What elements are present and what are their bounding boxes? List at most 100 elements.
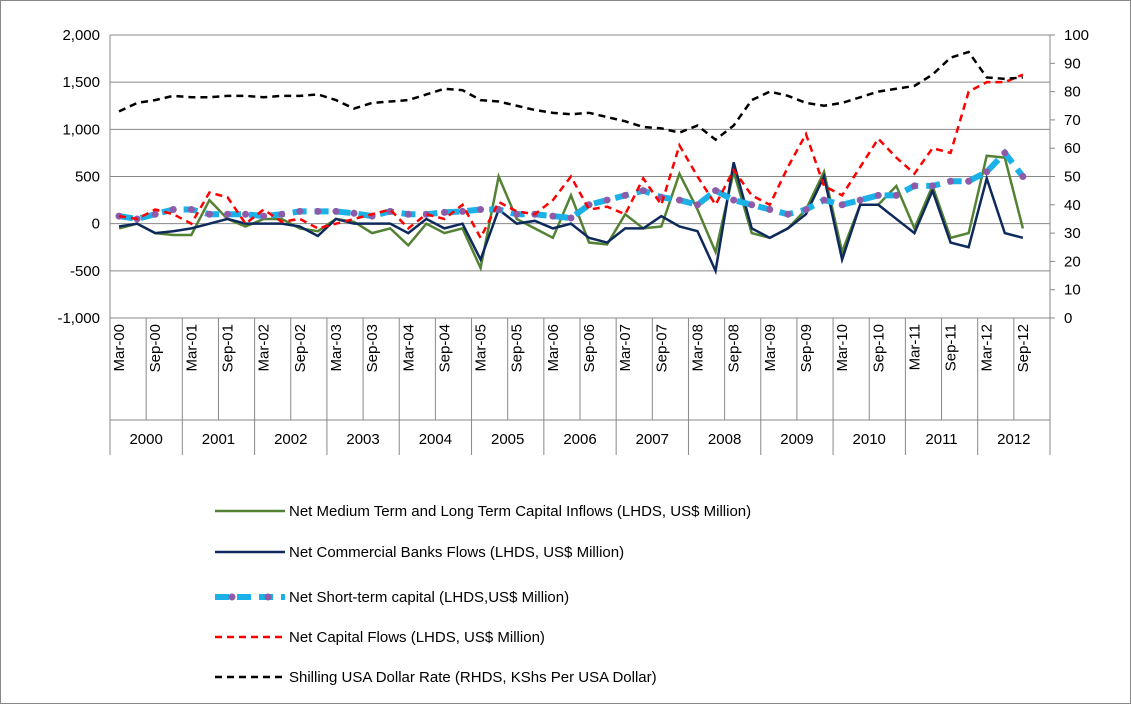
x-tick-label: Mar-03	[328, 324, 345, 372]
series-marker	[386, 207, 394, 215]
legend-label: Net Capital Flows (LHDS, US$ Million)	[289, 629, 545, 646]
y2-tick-label: 100	[1064, 27, 1089, 44]
series-marker	[947, 177, 955, 185]
series-marker	[260, 212, 268, 220]
x-tick-label: Mar-00	[111, 324, 128, 372]
series-marker	[603, 196, 611, 204]
x-tick-label: Sep-02	[292, 324, 309, 372]
x-tick-label: Mar-09	[762, 324, 779, 372]
series-marker	[459, 207, 466, 215]
series-marker	[712, 187, 720, 195]
series-marker	[874, 191, 882, 199]
x-group-label: 2010	[853, 431, 886, 448]
series-marker	[820, 196, 828, 204]
x-group-label: 2008	[708, 431, 741, 448]
series-marker	[766, 206, 774, 214]
series-line	[118, 148, 1026, 223]
series-marker	[730, 196, 738, 204]
series-marker	[1001, 149, 1009, 157]
series-line	[118, 73, 1024, 241]
x-tick-label: Mar-12	[979, 324, 996, 372]
y2-tick-label: 30	[1064, 225, 1081, 242]
x-group-label: 2006	[563, 431, 596, 448]
series-marker	[621, 191, 629, 199]
series-marker	[639, 187, 647, 195]
legend-label: Net Commercial Banks Flows (LHDS, US$ Mi…	[289, 544, 624, 561]
x-tick-label: Sep-09	[798, 324, 815, 372]
x-tick-label: Sep-03	[364, 324, 381, 372]
legend-marker	[228, 593, 236, 601]
series-marker	[567, 214, 575, 222]
series-marker	[440, 208, 448, 216]
x-tick-label: Sep-04	[436, 324, 453, 372]
series-marker	[856, 196, 864, 204]
series-marker	[477, 206, 485, 214]
x-tick-label: Sep-10	[870, 324, 887, 372]
series-line	[118, 162, 1024, 276]
series-marker	[694, 201, 701, 209]
series-marker	[169, 206, 177, 214]
y-tick-label: 0	[92, 216, 100, 233]
y2-tick-label: 0	[1064, 310, 1072, 327]
series-marker	[910, 182, 918, 190]
legend-label: Net Short-term capital (LHDS,US$ Million…	[289, 589, 569, 606]
x-tick-label: Sep-01	[220, 324, 237, 372]
series-marker	[965, 177, 973, 185]
y2-tick-label: 70	[1064, 112, 1081, 129]
x-tick-label: Mar-01	[183, 324, 200, 372]
series-marker	[929, 182, 936, 190]
x-tick-label: Mar-10	[834, 324, 851, 372]
series-line	[118, 50, 1023, 142]
y-tick-label: 500	[75, 169, 100, 186]
x-tick-label: Sep-11	[943, 324, 960, 371]
series-marker	[549, 212, 557, 220]
series-marker	[838, 201, 846, 209]
x-group-label: 2001	[202, 431, 235, 448]
x-tick-label: Mar-11	[906, 324, 923, 370]
series-marker	[422, 210, 430, 218]
x-group-label: 2011	[925, 431, 957, 448]
y-tick-label: -500	[70, 263, 100, 280]
y-tick-label: 2,000	[62, 27, 100, 44]
series-marker	[151, 210, 159, 218]
x-tick-label: Mar-05	[473, 324, 490, 372]
y2-tick-label: 80	[1064, 84, 1081, 101]
y2-tick-label: 60	[1064, 140, 1081, 157]
x-group-label: 2004	[419, 431, 452, 448]
y-tick-label: 1,000	[62, 121, 100, 138]
x-group-label: 2005	[491, 431, 524, 448]
x-group-label: 2007	[636, 431, 669, 448]
series-marker	[278, 210, 286, 218]
series-marker	[296, 207, 304, 215]
x-tick-label: Sep-05	[509, 324, 526, 372]
series-marker	[513, 210, 521, 218]
x-tick-label: Mar-04	[400, 324, 417, 372]
series-marker	[802, 206, 810, 214]
series-marker	[675, 196, 683, 204]
y-tick-label: 1,500	[62, 74, 100, 91]
y-tick-label: -1,000	[57, 310, 100, 327]
x-tick-label: Sep-06	[581, 324, 598, 372]
series-marker	[404, 210, 412, 218]
series-marker	[350, 209, 358, 217]
x-tick-label: Sep-12	[1015, 324, 1032, 372]
x-group-label: 2003	[346, 431, 379, 448]
x-tick-label: Sep-07	[653, 324, 670, 372]
legend-marker	[264, 593, 272, 601]
x-group-label: 2000	[129, 431, 162, 448]
x-tick-label: Mar-06	[545, 324, 562, 372]
series-marker	[205, 210, 213, 218]
y2-tick-label: 90	[1064, 55, 1081, 72]
series-marker	[784, 210, 792, 218]
y2-tick-label: 50	[1064, 169, 1081, 186]
x-tick-label: Sep-08	[726, 324, 743, 372]
x-group-label: 2002	[274, 431, 307, 448]
x-group-label: 2009	[780, 431, 813, 448]
y2-tick-label: 10	[1064, 282, 1081, 299]
x-tick-label: Mar-07	[617, 324, 634, 372]
x-group-label: 2012	[997, 431, 1030, 448]
x-tick-label: Sep-00	[147, 324, 164, 372]
series-marker	[892, 191, 900, 199]
